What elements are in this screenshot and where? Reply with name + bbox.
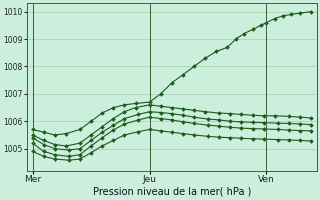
- X-axis label: Pression niveau de la mer( hPa ): Pression niveau de la mer( hPa ): [92, 187, 251, 197]
